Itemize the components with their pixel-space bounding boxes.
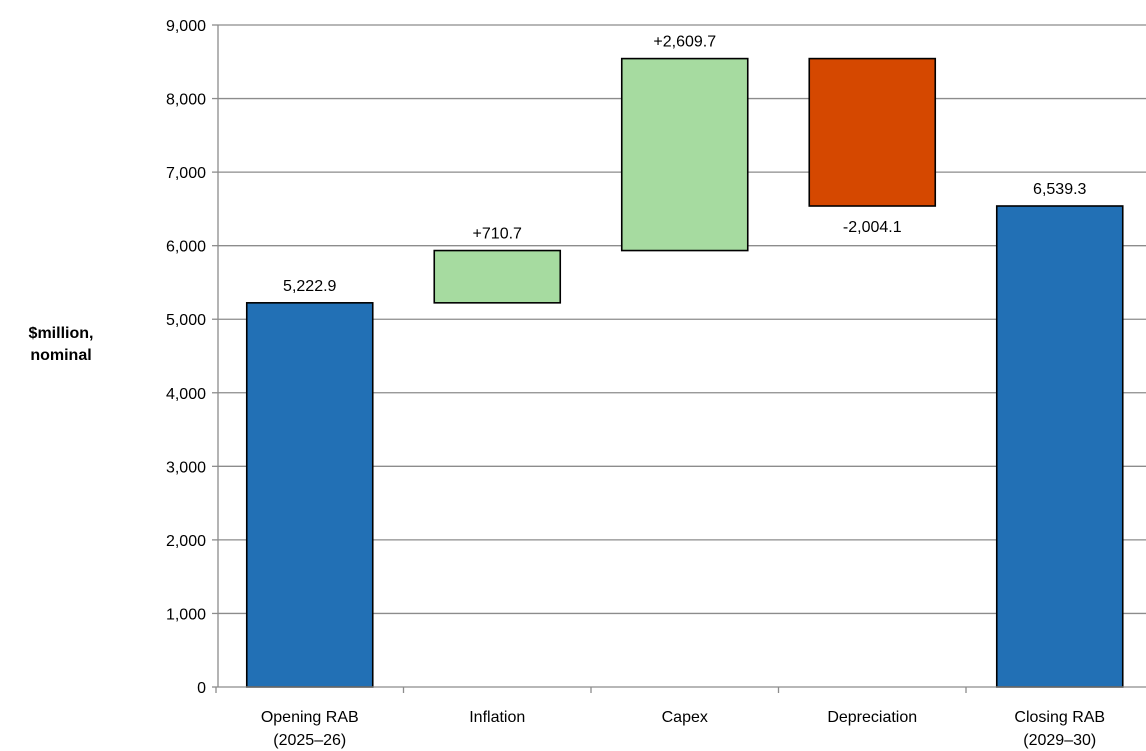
y-tick-label: 7,000 xyxy=(166,165,206,182)
bar-increase xyxy=(620,57,749,252)
x-tick-label: Inflation xyxy=(469,709,525,726)
y-tick-label: 5,000 xyxy=(166,312,206,329)
data-label: 6,539.3 xyxy=(1033,181,1086,198)
x-tick-label: Capex xyxy=(662,709,708,726)
y-axis-label: $million, nominal xyxy=(28,325,94,364)
bar-total xyxy=(995,205,1124,688)
data-label: -2,004.1 xyxy=(843,219,902,236)
y-tick-label: 6,000 xyxy=(166,239,206,256)
x-tick-label: Depreciation xyxy=(827,709,917,726)
y-tick-label: 1,000 xyxy=(166,606,206,623)
bar-decrease xyxy=(808,57,937,207)
x-tick-label: Closing RAB (2029–30) xyxy=(1014,709,1105,749)
data-label: +2,609.7 xyxy=(653,34,716,51)
bar-total xyxy=(245,302,374,688)
data-label: +710.7 xyxy=(473,226,522,243)
bar-increase xyxy=(433,249,562,304)
y-tick-label: 8,000 xyxy=(166,92,206,109)
y-tick-label: 2,000 xyxy=(166,533,206,550)
x-tick-label: Opening RAB (2025–26) xyxy=(261,709,359,749)
y-tick-label: 3,000 xyxy=(166,459,206,476)
y-tick-label: 9,000 xyxy=(166,18,206,35)
y-tick-label: 0 xyxy=(197,680,206,697)
data-label: 5,222.9 xyxy=(283,278,336,295)
y-tick-label: 4,000 xyxy=(166,386,206,403)
